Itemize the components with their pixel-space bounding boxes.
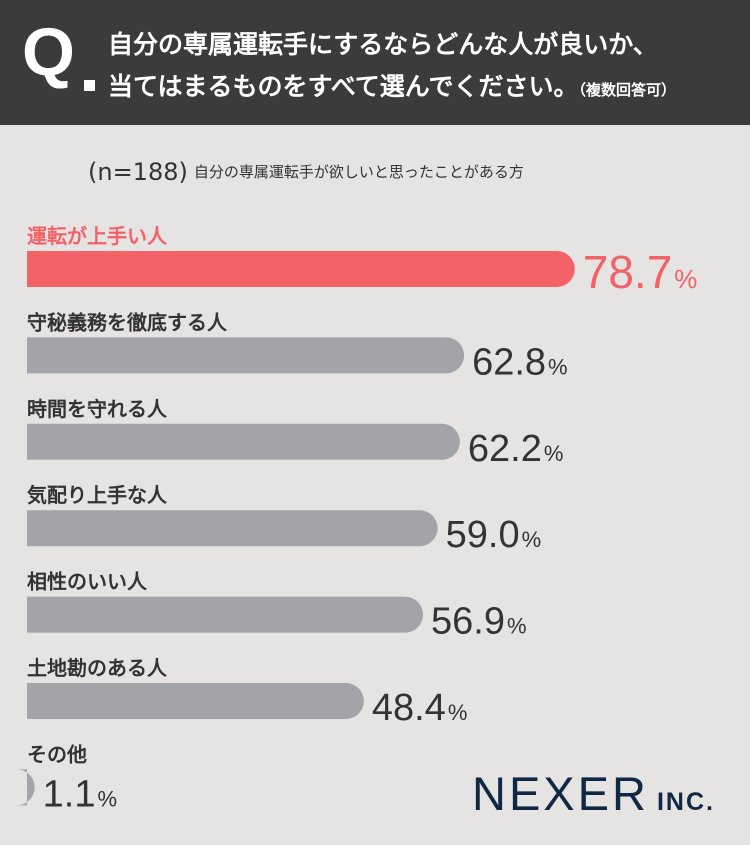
- bar: [27, 510, 438, 547]
- question-line-1: 自分の専属運転手にするならどんな人が良いか、: [108, 30, 658, 59]
- bar: [27, 337, 465, 374]
- respondent-description: 自分の専属運転手が欲しいと思ったことがある方: [193, 163, 524, 181]
- chart-subtitle: (n=188) 自分の専属運転手が欲しいと思ったことがある方: [88, 158, 524, 186]
- bar: [27, 683, 364, 719]
- category-label: その他: [27, 742, 87, 766]
- question-note: （複数回答可）: [578, 81, 677, 99]
- value-label: 62.8%: [472, 341, 568, 383]
- category-label: 相性のいい人: [27, 570, 148, 594]
- percent-unit: %: [97, 786, 117, 811]
- category-label: 時間を守れる人: [27, 397, 168, 421]
- bar: [16, 769, 35, 806]
- category-label: 気配り上手な人: [27, 483, 168, 507]
- value-label: 59.0%: [446, 514, 542, 556]
- bar: [27, 596, 424, 633]
- percent-unit: %: [507, 614, 527, 639]
- percent-unit: %: [448, 700, 468, 725]
- value-label: 48.4%: [372, 687, 468, 729]
- logo-name: NEXER: [472, 767, 649, 820]
- value-label: 78.7%: [583, 246, 698, 298]
- question-line-2: 当てはまるものをすべて選んでください。（複数回答可）: [108, 74, 676, 99]
- percent-unit: %: [522, 527, 542, 552]
- category-label: 運転が上手い人: [27, 224, 168, 248]
- bar: [27, 251, 575, 287]
- sample-size: (n=188): [88, 158, 188, 186]
- question-line-2-text: 当てはまるものをすべて選んでください。: [108, 72, 579, 101]
- question-mark: Q: [22, 14, 75, 90]
- value-label: 56.9%: [431, 601, 527, 643]
- question-dot: [84, 80, 95, 91]
- percent-unit: %: [548, 354, 568, 379]
- value-label: 1.1%: [43, 773, 117, 815]
- category-label: 守秘義務を徹底する人: [27, 310, 228, 334]
- value-label: 62.2%: [468, 428, 564, 470]
- percent-unit: %: [674, 264, 697, 294]
- category-label: 土地勘のある人: [27, 656, 168, 680]
- logo-suffix: INC.: [656, 788, 715, 816]
- percent-unit: %: [544, 441, 564, 466]
- nexer-logo: NEXER INC.: [472, 770, 715, 817]
- question-header: Q 自分の専属運転手にするならどんな人が良いか、 当てはまるものをすべて選んでく…: [0, 0, 750, 125]
- bar: [27, 423, 460, 460]
